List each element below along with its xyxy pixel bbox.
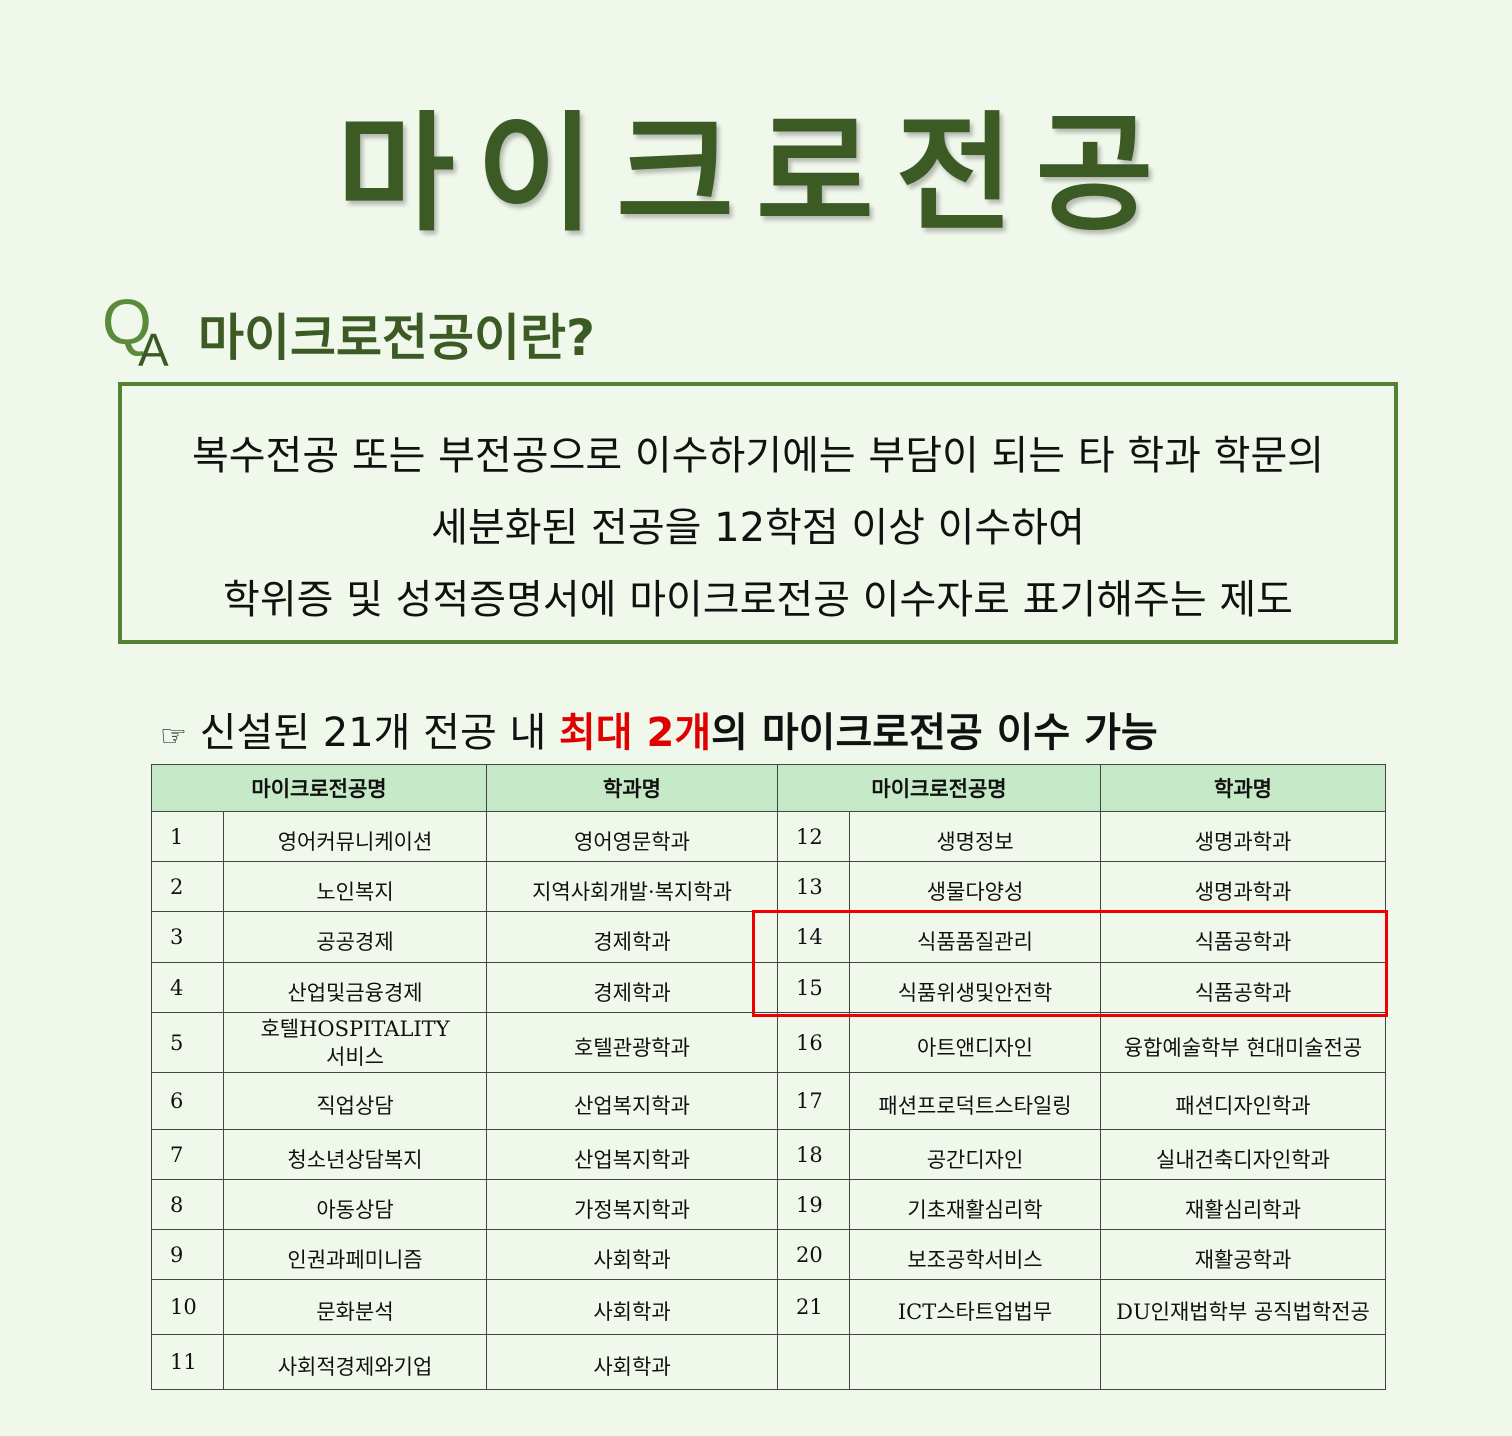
cell-major: 기초재활심리학: [849, 1179, 1101, 1230]
cell-dept: 식품공학과: [1100, 962, 1386, 1013]
section-title: 마이크로전공이란?: [198, 309, 596, 367]
cell-num: 9: [151, 1229, 224, 1280]
cell-num: 13: [777, 861, 850, 912]
cell-dept: 재활공학과: [1100, 1229, 1386, 1280]
cell-major: 문화분석: [223, 1279, 487, 1335]
table-row: 6 직업상담 산업복지학과 17 패션프로덕트스타일링 패션디자인학과: [151, 1072, 1386, 1130]
cell-dept: 산업복지학과: [486, 1072, 778, 1130]
cell-major: 보조공학서비스: [849, 1229, 1101, 1280]
cell-num: 10: [151, 1279, 224, 1335]
cell-dept: 경제학과: [486, 911, 778, 963]
table-row: 7 청소년상담복지 산업복지학과 18 공간디자인 실내건축디자인학과: [151, 1129, 1386, 1180]
cell-num: 19: [777, 1179, 850, 1230]
note-highlight: 최대 2개: [558, 710, 712, 756]
cell-dept: 생명과학과: [1100, 811, 1386, 862]
cell-num: 6: [151, 1072, 224, 1130]
table-row: 10 문화분석 사회학과 21 ICT스타트업법무 DU인재법학부 공직법학전공: [151, 1279, 1386, 1335]
cell-num: 4: [151, 962, 224, 1013]
a-letter: A: [138, 324, 169, 376]
header-dept: 학과명: [1100, 764, 1386, 812]
cell-dept: 호텔관광학과: [486, 1012, 778, 1073]
cell-dept: 생명과학과: [1100, 861, 1386, 912]
cell-dept: 지역사회개발·복지학과: [486, 861, 778, 912]
cell-major: 사회적경제와기업: [223, 1334, 487, 1390]
note-pre: 신설된 21개 전공 내: [199, 710, 559, 756]
cell-major: ICT스타트업법무: [849, 1279, 1101, 1335]
cell-major: 공간디자인: [849, 1129, 1101, 1180]
qa-icon: Q A: [102, 285, 182, 385]
cell-major: 생물다양성: [849, 861, 1101, 912]
header-dept: 학과명: [486, 764, 778, 812]
cell-major: 산업및금융경제: [223, 962, 487, 1013]
cell-dept: [1100, 1334, 1386, 1390]
cell-major: 청소년상담복지: [223, 1129, 487, 1180]
cell-num: 16: [777, 1012, 850, 1073]
cell-num: 15: [777, 962, 850, 1013]
cell-major: 노인복지: [223, 861, 487, 912]
table-row: 9 인권과페미니즘 사회학과 20 보조공학서비스 재활공학과: [151, 1229, 1386, 1280]
cell-dept: 영어영문학과: [486, 811, 778, 862]
cell-dept: 가정복지학과: [486, 1179, 778, 1230]
cell-major: 호텔HOSPITALITY 서비스: [223, 1012, 487, 1073]
cell-dept: 사회학과: [486, 1334, 778, 1390]
cell-dept: 경제학과: [486, 962, 778, 1013]
table-row: 1 영어커뮤니케이션 영어영문학과 12 생명정보 생명과학과: [151, 811, 1386, 862]
cell-major: 아트앤디자인: [849, 1012, 1101, 1073]
cell-dept: 사회학과: [486, 1279, 778, 1335]
cell-major: 공공경제: [223, 911, 487, 963]
definition-line: 학위증 및 성적증명서에 마이크로전공 이수자로 표기해주는 제도: [223, 577, 1293, 623]
cell-num: 20: [777, 1229, 850, 1280]
note-post: 의 마이크로전공 이수 가능: [711, 710, 1158, 756]
note: ☞ 신설된 21개 전공 내 최대 2개의 마이크로전공 이수 가능: [160, 700, 1158, 758]
cell-num: 11: [151, 1334, 224, 1390]
cell-dept: DU인재법학부 공직법학전공: [1100, 1279, 1386, 1335]
table-row: 3 공공경제 경제학과 14 식품품질관리 식품공학과: [151, 911, 1386, 963]
definition-line: 세분화된 전공을 12학점 이상 이수하여: [431, 505, 1085, 551]
q-letter: Q: [102, 286, 152, 358]
cell-major: 패션프로덕트스타일링: [849, 1072, 1101, 1130]
cell-dept: 패션디자인학과: [1100, 1072, 1386, 1130]
cell-num: 17: [777, 1072, 850, 1130]
cell-num: 3: [151, 911, 224, 963]
cell-dept: 융합예술학부 현대미술전공: [1100, 1012, 1386, 1073]
cell-major: 직업상담: [223, 1072, 487, 1130]
table-row: 11 사회적경제와기업 사회학과: [151, 1334, 1386, 1390]
cell-major: 영어커뮤니케이션: [223, 811, 487, 862]
cell-dept: 실내건축디자인학과: [1100, 1129, 1386, 1180]
cell-num: 7: [151, 1129, 224, 1180]
table-row: 5 호텔HOSPITALITY 서비스 호텔관광학과 16 아트앤디자인 융합예술학부 현대…: [151, 1012, 1386, 1073]
cell-dept: 산업복지학과: [486, 1129, 778, 1180]
header-major: 마이크로전공명: [777, 764, 1101, 812]
cell-major: 식품품질관리: [849, 911, 1101, 963]
cell-major: [849, 1334, 1101, 1390]
micro-major-table: 마이크로전공명 학과명 마이크로전공명 학과명 1 영어커뮤니케이션 영어영문학과 1…: [151, 764, 1386, 1390]
cell-dept: 사회학과: [486, 1229, 778, 1280]
cell-num: 2: [151, 861, 224, 912]
cell-num: 1: [151, 811, 224, 862]
cell-major: 아동상담: [223, 1179, 487, 1230]
cell-num: 18: [777, 1129, 850, 1180]
table-row: 2 노인복지 지역사회개발·복지학과 13 생물다양성 생명과학과: [151, 861, 1386, 912]
cell-major: 인권과페미니즘: [223, 1229, 487, 1280]
cell-num: 21: [777, 1279, 850, 1335]
cell-num: [777, 1334, 850, 1390]
highlight-box: [752, 910, 1388, 1017]
definition-box: 복수전공 또는 부전공으로 이수하기에는 부담이 되는 타 학과 학문의 세분화…: [118, 382, 1398, 644]
cell-num: 12: [777, 811, 850, 862]
header-major: 마이크로전공명: [151, 764, 487, 812]
page-title: 마이크로전공: [336, 100, 1176, 249]
cell-num: 8: [151, 1179, 224, 1230]
cell-major: 생명정보: [849, 811, 1101, 862]
cell-num: 5: [151, 1012, 224, 1073]
table-row: 8 아동상담 가정복지학과 19 기초재활심리학 재활심리학과: [151, 1179, 1386, 1230]
definition-line: 복수전공 또는 부전공으로 이수하기에는 부담이 되는 타 학과 학문의: [191, 433, 1325, 479]
pointing-hand-icon: ☞: [160, 719, 187, 754]
cell-dept: 재활심리학과: [1100, 1179, 1386, 1230]
